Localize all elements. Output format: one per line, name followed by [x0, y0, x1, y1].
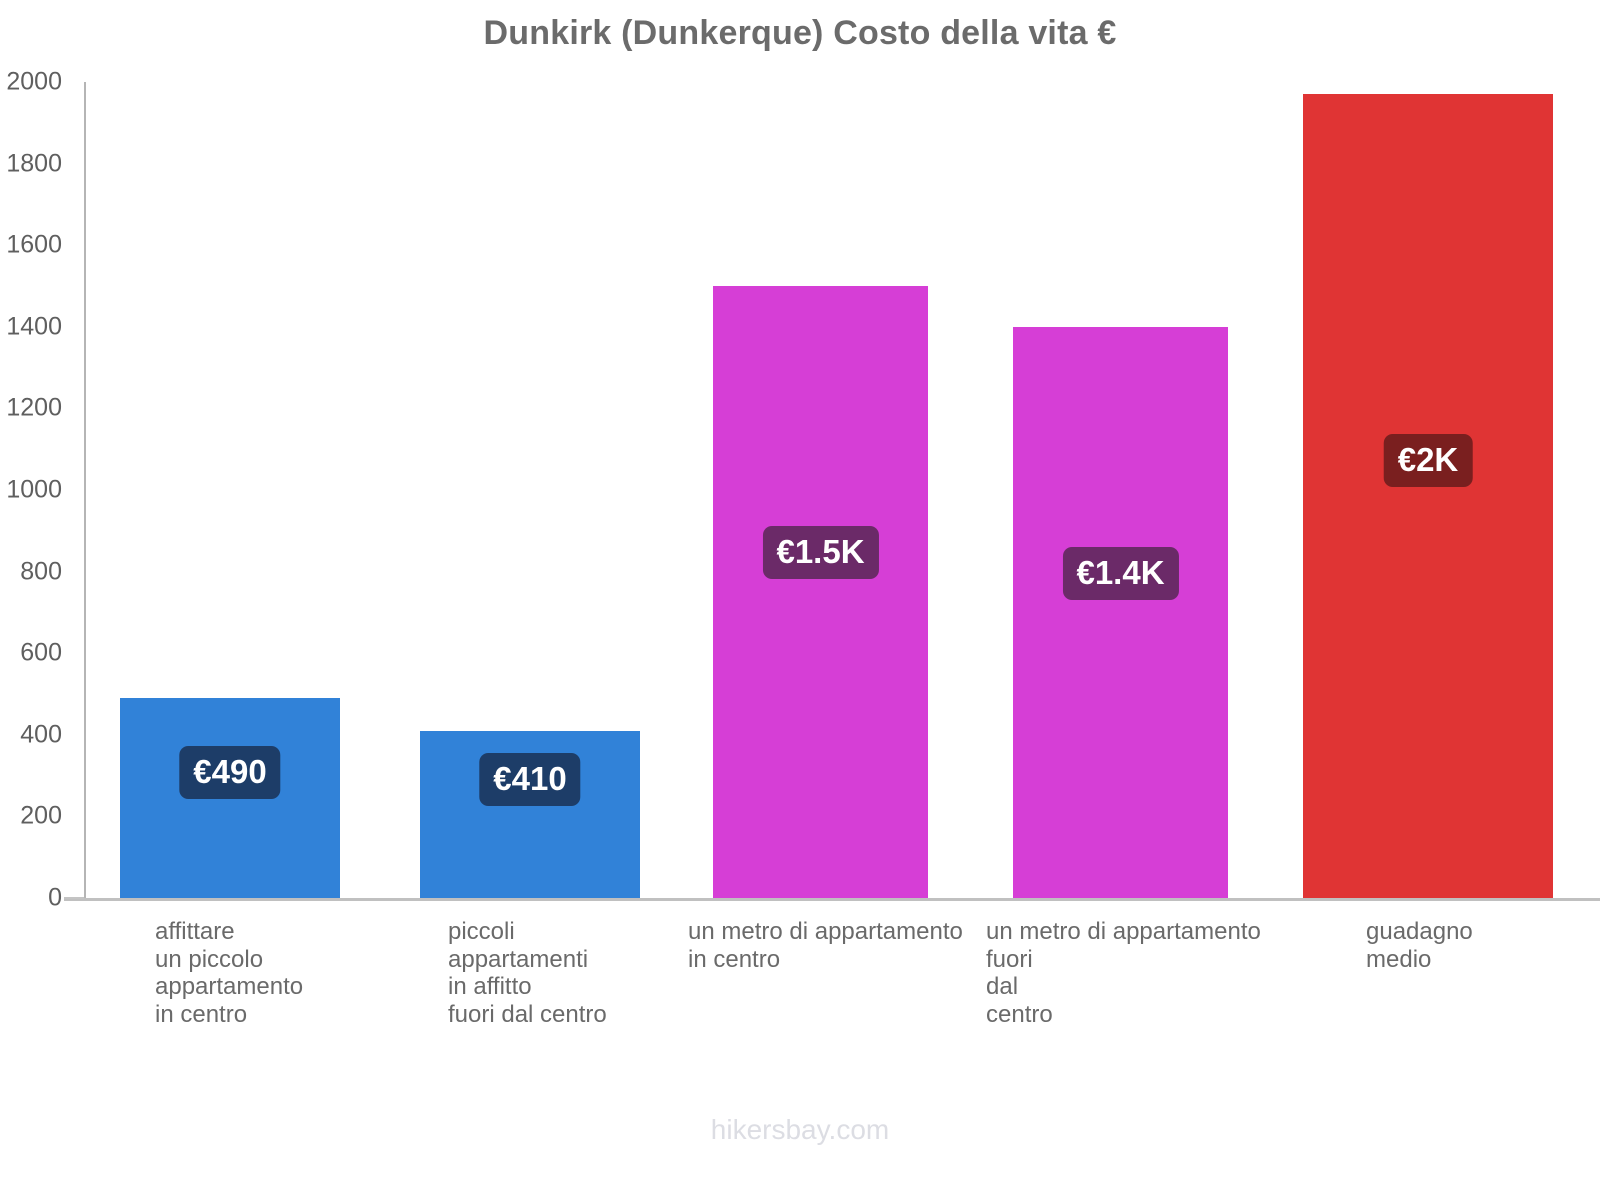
y-axis-tick-label: 600 [20, 638, 62, 667]
y-axis-tick-label: 1200 [6, 393, 62, 422]
x-axis-line [64, 898, 1600, 901]
y-axis-tick-label: 800 [20, 557, 62, 586]
y-axis-tick-label: 1000 [6, 475, 62, 504]
y-axis-tick-label: 1600 [6, 230, 62, 259]
bar[interactable]: €2K [1303, 94, 1553, 898]
x-axis-category-label: un metro di appartamento in centro [688, 918, 963, 973]
bar-value-label: €410 [479, 752, 581, 806]
bar-value-label: €490 [179, 746, 281, 800]
bar[interactable]: €1.5K [713, 286, 928, 898]
y-axis-tick-label: 2000 [6, 67, 62, 96]
y-axis-tick-label: 0 [48, 883, 62, 912]
y-axis-tick-label: 400 [20, 720, 62, 749]
bar[interactable]: €410 [420, 730, 640, 898]
bar[interactable]: €1.4K [1013, 326, 1228, 898]
bar-value-label: €1.4K [1062, 546, 1179, 600]
y-axis-tick-mark [64, 897, 84, 899]
watermark: hikersbay.com [710, 1114, 890, 1145]
x-axis-category-label: un metro di appartamento fuori dal centr… [986, 918, 1261, 1028]
x-axis-category-label: affittare un piccolo appartamento in cen… [155, 918, 304, 1028]
y-axis-line [84, 82, 86, 900]
bar-value-label: €2K [1383, 434, 1473, 488]
bar[interactable]: €490 [120, 698, 340, 898]
y-axis-tick-label: 1400 [6, 312, 62, 341]
bar-value-label: €1.5K [762, 526, 879, 579]
x-axis-category-label: guadagno medio [1366, 918, 1473, 973]
y-axis-tick-label: 1800 [6, 149, 62, 178]
x-axis-category-label: piccoli appartamenti in affitto fuori da… [448, 918, 607, 1028]
y-axis-tick-label: 200 [20, 801, 62, 830]
page-title: Dunkirk (Dunkerque) Costo della vita € [483, 14, 1117, 52]
